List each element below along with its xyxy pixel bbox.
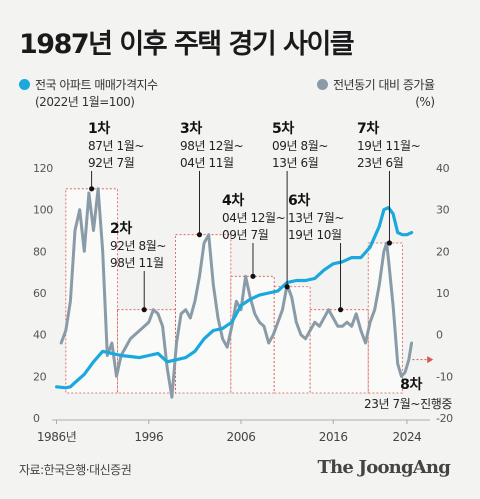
cycle-peak-marker-1	[89, 186, 95, 192]
cycle-label-8: 8차	[400, 377, 422, 393]
cycle-period-6: 13년 7월~	[288, 211, 344, 225]
legend-index-sub: (2022년 1월=100)	[35, 95, 135, 109]
cycle-period-3: 04년 11월	[180, 156, 234, 170]
y-left-tick-label: 100	[33, 204, 53, 217]
cycle-period-5: 09년 8월~	[272, 139, 328, 153]
cycle-label-6: 6차	[288, 193, 310, 209]
cycle-period-7: 19년 11월~	[357, 139, 420, 153]
y-left-tick-label: 120	[33, 162, 53, 175]
cycle-label-7: 7차	[357, 121, 379, 137]
x-tick-label: 1996	[134, 430, 163, 444]
brand-logo: The JoongAng	[317, 457, 451, 478]
y-right-tick-label: 20	[436, 245, 450, 258]
y-right-tick-label: 30	[436, 204, 450, 217]
cycle-period-2: 98년 11월	[110, 256, 164, 270]
cycle-label-4: 4차	[222, 193, 244, 209]
cycle-label-5: 5차	[272, 121, 294, 137]
x-tick-label: 2006	[227, 430, 256, 444]
legend-growth-marker	[317, 79, 328, 90]
cycle-period-4: 09년 7월	[222, 228, 268, 242]
price-index-line	[55, 206, 414, 390]
x-tick-label: 2024	[392, 430, 421, 444]
cycle-period-5: 13년 6월	[272, 156, 318, 170]
y-left-tick-label: 40	[33, 329, 47, 342]
y-right-tick-label: -10	[436, 370, 453, 383]
cycle-period-1: 87년 1월~	[88, 139, 144, 153]
y-right-tick-label: -20	[436, 412, 453, 425]
cycle-8-arrow-head	[427, 356, 434, 364]
cycle-peak-marker-6	[337, 307, 344, 313]
cycle-period-3: 98년 12월~	[180, 139, 243, 153]
legend-growth-label: 전년동기 대비 증가율	[333, 78, 435, 92]
source-note: 자료:한국은행·대신증권	[19, 463, 132, 477]
y-right-tick-label: 10	[436, 287, 450, 300]
y-right-tick-label: 40	[436, 162, 450, 175]
cycle-period-1: 92년 7월	[88, 156, 134, 170]
legend-index: 전국 아파트 매매가격지수 (2022년 1월=100)	[19, 77, 158, 111]
x-tick-label: 1986년	[37, 430, 77, 444]
cycle-peak-marker-5	[284, 284, 290, 290]
chart-title: 1987년 이후 주택 경기 사이클	[19, 29, 355, 60]
legend-growth: 전년동기 대비 증가율 (%)	[317, 77, 435, 111]
cycle-period-6: 19년 10월	[288, 228, 342, 242]
legend-index-label: 전국 아파트 매매가격지수	[35, 78, 158, 92]
cycle-peak-marker-2	[141, 307, 147, 313]
cycle-peak-marker-4	[250, 273, 256, 279]
cycle-label-3: 3차	[180, 121, 202, 137]
cycle-box-3	[175, 234, 232, 394]
y-left-tick-label: 80	[33, 245, 47, 258]
growth-rate-line	[59, 187, 414, 399]
cycle-period-7: 23년 6월	[357, 156, 403, 170]
cycle-peak-marker-7	[386, 240, 393, 246]
y-left-tick-label: 60	[33, 287, 47, 300]
y-left-tick-label: 20	[33, 370, 47, 383]
cycle-period-8: 23년 7월~진행중	[364, 396, 452, 411]
cycle-peak-marker-3	[196, 232, 203, 238]
cycle-label-2: 2차	[110, 221, 132, 237]
cycle-box-7	[367, 242, 403, 394]
legend-growth-unit: (%)	[415, 95, 435, 109]
cycle-period-4: 04년 12월~	[222, 211, 285, 225]
cycle-period-2: 92년 8월~	[110, 239, 166, 253]
y-right-tick-label: 0	[436, 329, 443, 342]
y-left-tick-label: 0	[33, 412, 40, 425]
x-tick-label: 2016	[319, 430, 348, 444]
legend-index-marker	[19, 79, 30, 90]
cycle-label-1: 1차	[88, 121, 110, 137]
